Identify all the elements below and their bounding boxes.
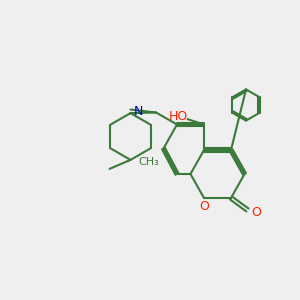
Text: O: O — [252, 206, 261, 220]
Text: HO: HO — [169, 110, 188, 124]
Text: N: N — [133, 105, 143, 118]
Text: O: O — [199, 200, 209, 213]
Text: CH₃: CH₃ — [138, 157, 159, 167]
